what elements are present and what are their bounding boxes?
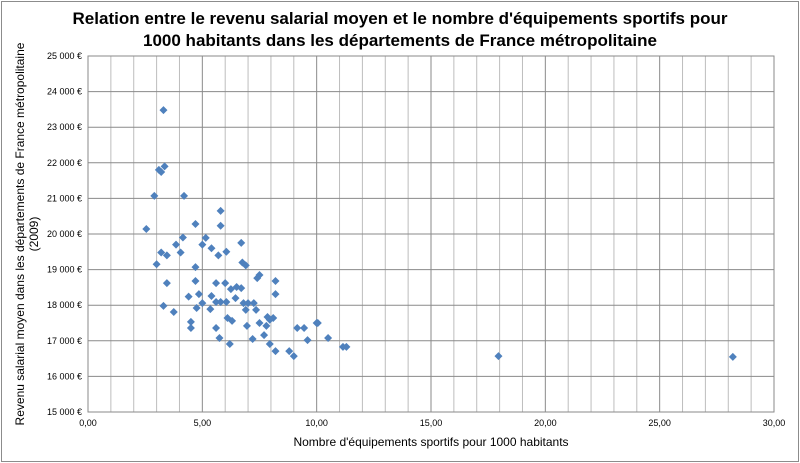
data-point [222, 247, 231, 256]
data-point [212, 279, 221, 288]
x-tick-label: 20,00 [534, 418, 557, 428]
data-point [494, 352, 503, 361]
data-point [180, 191, 189, 200]
data-point [169, 307, 178, 316]
data-point [221, 279, 230, 288]
data-point [152, 260, 161, 269]
data-point [198, 299, 207, 308]
data-point [157, 168, 166, 177]
data-point [728, 352, 737, 361]
data-point [215, 333, 224, 342]
data-point [214, 251, 223, 260]
data-point [192, 304, 201, 313]
data-point [222, 297, 231, 306]
data-point [178, 233, 187, 242]
data-point [159, 106, 168, 115]
data-point [252, 305, 261, 314]
data-point [207, 291, 216, 300]
x-tick-label: 30,00 [763, 418, 786, 428]
data-point [262, 321, 271, 330]
data-point [228, 316, 237, 325]
data-point [239, 299, 248, 308]
y-tick-label: 15 000 € [47, 407, 82, 417]
data-point [265, 340, 274, 349]
data-point [244, 299, 253, 308]
data-point [160, 162, 169, 171]
data-point [293, 323, 302, 332]
data-point [241, 261, 250, 270]
y-tick-label: 19 000 € [47, 265, 82, 275]
data-point [176, 248, 185, 257]
data-point [342, 342, 351, 351]
data-point [216, 221, 225, 230]
y-tick-label: 16 000 € [47, 371, 82, 381]
data-point [313, 319, 322, 327]
data-point [241, 305, 250, 314]
data-point [237, 238, 246, 247]
data-point [265, 315, 274, 324]
data-point [242, 321, 251, 330]
data-point [186, 317, 195, 326]
data-point [207, 244, 216, 253]
data-point [150, 191, 159, 200]
data-point [271, 290, 280, 299]
chart-title-line1: Relation entre le revenu salarial moyen … [72, 9, 728, 28]
chart-title-line2: 1000 habitants dans les départements de … [143, 31, 657, 50]
data-point [249, 299, 258, 308]
data-point [194, 290, 203, 299]
x-tick-label: 5,00 [194, 418, 212, 428]
data-point [303, 336, 312, 345]
x-tick-label: 25,00 [648, 418, 671, 428]
chart-title: Relation entre le revenu salarial moyen … [0, 8, 800, 52]
data-point [271, 347, 280, 356]
data-point [212, 323, 221, 332]
y-tick-label: 21 000 € [47, 193, 82, 203]
data-point [285, 347, 294, 356]
data-point [253, 274, 262, 283]
data-point [231, 294, 240, 303]
data-point [157, 248, 166, 257]
plot-frame [87, 55, 775, 413]
x-tick-label: 0,00 [79, 418, 97, 428]
data-point [271, 276, 280, 285]
y-tick-label: 25 000 € [47, 51, 82, 61]
data-point [248, 335, 257, 344]
data-point [184, 292, 193, 301]
data-point [237, 284, 246, 293]
y-tick-label: 24 000 € [47, 87, 82, 97]
data-point [191, 263, 200, 272]
data-point [198, 240, 207, 249]
x-axis-label: Nombre d'équipements sportifs pour 1000 … [293, 435, 568, 449]
y-tick-label: 18 000 € [47, 300, 82, 310]
y-tick-label: 23 000 € [47, 122, 82, 132]
data-point [162, 279, 171, 288]
data-point [216, 206, 225, 215]
data-point [191, 220, 200, 229]
data-point [186, 323, 195, 332]
data-point [206, 305, 215, 314]
data-point [300, 323, 309, 332]
y-axis-label-line2: (2009) [27, 217, 41, 252]
data-point [216, 297, 225, 306]
data-point [212, 297, 221, 306]
y-axis-label-line1: Revenu salarial moyen dans les départeme… [13, 42, 27, 425]
data-point [159, 301, 168, 310]
data-point [142, 225, 151, 234]
y-tick-label: 20 000 € [47, 229, 82, 239]
data-point [201, 233, 210, 242]
y-tick-label: 22 000 € [47, 158, 82, 168]
x-tick-label: 10,00 [305, 418, 328, 428]
data-point [191, 276, 200, 285]
data-point [289, 352, 298, 361]
y-tick-label: 17 000 € [47, 336, 82, 346]
data-point [225, 340, 234, 349]
data-point [172, 240, 181, 249]
data-point [260, 331, 269, 340]
data-point [162, 251, 171, 260]
data-point [255, 319, 264, 327]
data-point [324, 333, 333, 342]
x-tick-label: 15,00 [420, 418, 443, 428]
